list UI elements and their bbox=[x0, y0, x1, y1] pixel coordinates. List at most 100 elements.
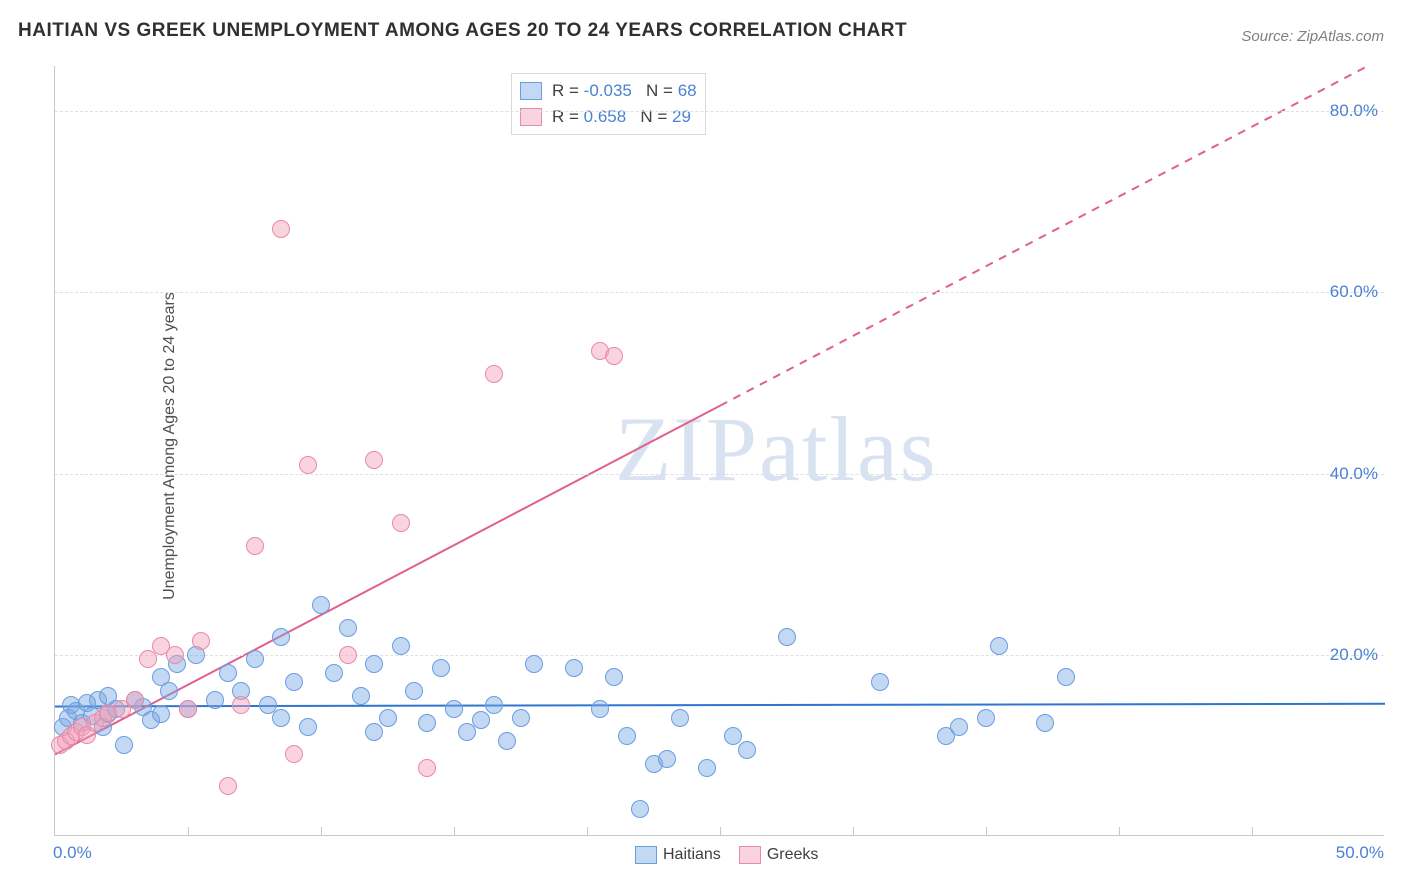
data-point-haitians bbox=[379, 709, 397, 727]
data-point-haitians bbox=[445, 700, 463, 718]
data-point-haitians bbox=[498, 732, 516, 750]
data-point-greeks bbox=[339, 646, 357, 664]
x-tick bbox=[587, 827, 588, 836]
stat-text-haitians: R = -0.035 N = 68 bbox=[552, 81, 697, 101]
trend-line-greeks bbox=[55, 406, 720, 755]
stat-row-greeks: R = 0.658 N = 29 bbox=[520, 104, 697, 130]
y-tick-label: 80.0% bbox=[1330, 101, 1378, 121]
y-tick-label: 60.0% bbox=[1330, 282, 1378, 302]
data-point-greeks bbox=[232, 696, 250, 714]
chart-container: HAITIAN VS GREEK UNEMPLOYMENT AMONG AGES… bbox=[0, 0, 1406, 892]
legend-label-haitians: Haitians bbox=[663, 846, 721, 864]
plot-area: ZIPatlas R = -0.035 N = 68 R = 0.658 N = … bbox=[54, 66, 1384, 836]
chart-title: HAITIAN VS GREEK UNEMPLOYMENT AMONG AGES… bbox=[18, 20, 907, 42]
data-point-haitians bbox=[219, 664, 237, 682]
data-point-greeks bbox=[166, 646, 184, 664]
data-point-haitians bbox=[512, 709, 530, 727]
gridline-h bbox=[55, 111, 1384, 112]
source-name: ZipAtlas.com bbox=[1297, 28, 1384, 45]
data-point-haitians bbox=[485, 696, 503, 714]
data-point-haitians bbox=[1057, 668, 1075, 686]
data-point-haitians bbox=[950, 718, 968, 736]
data-point-haitians bbox=[339, 619, 357, 637]
source-prefix: Source: bbox=[1241, 28, 1297, 45]
data-point-haitians bbox=[352, 687, 370, 705]
data-point-haitians bbox=[631, 800, 649, 818]
y-tick-label: 40.0% bbox=[1330, 464, 1378, 484]
data-point-greeks bbox=[192, 632, 210, 650]
stat-row-haitians: R = -0.035 N = 68 bbox=[520, 78, 697, 104]
trend-line-dashed-greeks bbox=[720, 66, 1385, 406]
data-point-haitians bbox=[671, 709, 689, 727]
data-point-haitians bbox=[312, 596, 330, 614]
data-point-haitians bbox=[405, 682, 423, 700]
data-point-haitians bbox=[246, 650, 264, 668]
trend-lines bbox=[55, 66, 1385, 836]
x-tick bbox=[321, 827, 322, 836]
data-point-greeks bbox=[126, 691, 144, 709]
data-point-haitians bbox=[365, 655, 383, 673]
data-point-greeks bbox=[285, 745, 303, 763]
swatch-haitians bbox=[520, 82, 542, 100]
data-point-greeks bbox=[485, 365, 503, 383]
data-point-haitians bbox=[871, 673, 889, 691]
data-point-haitians bbox=[618, 727, 636, 745]
data-point-haitians bbox=[698, 759, 716, 777]
data-point-haitians bbox=[658, 750, 676, 768]
trend-line-haitians bbox=[55, 704, 1385, 707]
legend-item-greeks: Greeks bbox=[739, 846, 819, 864]
gridline-h bbox=[55, 474, 1384, 475]
data-point-haitians bbox=[977, 709, 995, 727]
data-point-haitians bbox=[591, 700, 609, 718]
x-tick bbox=[188, 827, 189, 836]
stat-text-greeks: R = 0.658 N = 29 bbox=[552, 107, 691, 127]
legend-label-greeks: Greeks bbox=[767, 846, 819, 864]
data-point-greeks bbox=[605, 347, 623, 365]
data-point-haitians bbox=[778, 628, 796, 646]
data-point-greeks bbox=[365, 451, 383, 469]
x-tick bbox=[853, 827, 854, 836]
data-point-haitians bbox=[605, 668, 623, 686]
data-point-greeks bbox=[219, 777, 237, 795]
legend-swatch-haitians bbox=[635, 846, 657, 864]
x-end-label: 50.0% bbox=[1336, 843, 1384, 863]
data-point-greeks bbox=[299, 456, 317, 474]
data-point-haitians bbox=[206, 691, 224, 709]
data-point-haitians bbox=[152, 705, 170, 723]
x-tick bbox=[454, 827, 455, 836]
data-point-haitians bbox=[990, 637, 1008, 655]
legend-item-haitians: Haitians bbox=[635, 846, 721, 864]
data-point-haitians bbox=[418, 714, 436, 732]
data-point-haitians bbox=[285, 673, 303, 691]
data-point-haitians bbox=[565, 659, 583, 677]
x-tick bbox=[1252, 827, 1253, 836]
gridline-h bbox=[55, 292, 1384, 293]
correlation-legend: R = -0.035 N = 68 R = 0.658 N = 29 bbox=[511, 73, 706, 135]
data-point-greeks bbox=[418, 759, 436, 777]
data-point-haitians bbox=[115, 736, 133, 754]
x-origin-label: 0.0% bbox=[53, 843, 92, 863]
data-point-haitians bbox=[472, 711, 490, 729]
data-point-haitians bbox=[738, 741, 756, 759]
data-point-haitians bbox=[1036, 714, 1054, 732]
data-point-haitians bbox=[160, 682, 178, 700]
data-point-greeks bbox=[392, 514, 410, 532]
y-tick-label: 20.0% bbox=[1330, 645, 1378, 665]
series-legend: Haitians Greeks bbox=[635, 846, 818, 864]
x-tick bbox=[1119, 827, 1120, 836]
data-point-haitians bbox=[392, 637, 410, 655]
data-point-greeks bbox=[246, 537, 264, 555]
x-tick bbox=[720, 827, 721, 836]
legend-swatch-greeks bbox=[739, 846, 761, 864]
data-point-greeks bbox=[179, 700, 197, 718]
data-point-haitians bbox=[525, 655, 543, 673]
data-point-haitians bbox=[325, 664, 343, 682]
data-point-greeks bbox=[272, 220, 290, 238]
data-point-haitians bbox=[272, 709, 290, 727]
watermark: ZIPatlas bbox=[615, 396, 938, 502]
data-point-haitians bbox=[365, 723, 383, 741]
data-point-greeks bbox=[139, 650, 157, 668]
data-point-haitians bbox=[299, 718, 317, 736]
source-attribution: Source: ZipAtlas.com bbox=[1241, 28, 1384, 45]
x-tick bbox=[986, 827, 987, 836]
